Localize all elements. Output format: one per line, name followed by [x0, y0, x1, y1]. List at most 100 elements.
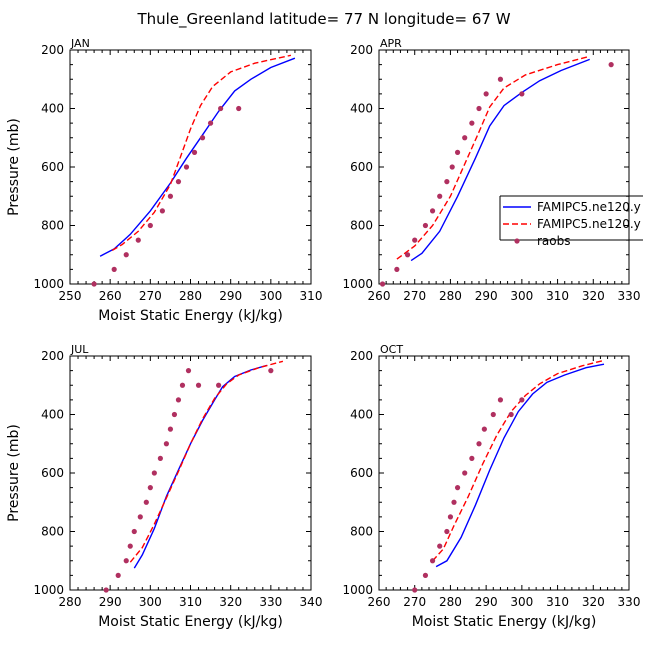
raobs-point: [147, 222, 153, 229]
raobs-point: [519, 397, 525, 403]
series-markers: [91, 105, 242, 287]
legend-label: FAMIPC5.ne120.y: [537, 200, 641, 214]
raobs-point: [151, 470, 157, 476]
series-solid: [435, 363, 605, 568]
raobs-point: [127, 543, 133, 549]
model-dashed-line: [432, 359, 605, 562]
series-dashed: [129, 360, 284, 563]
y-tick-label: 800: [350, 525, 373, 539]
x-tick-label: 330: [618, 289, 641, 303]
x-tick-label: 260: [368, 595, 391, 609]
panel-label: APR: [380, 37, 402, 50]
x-tick-label: 300: [510, 595, 533, 609]
series-markers: [103, 368, 274, 593]
x-tick-label: 260: [368, 289, 391, 303]
series-solid: [410, 58, 590, 262]
raobs-point: [143, 499, 149, 505]
y-tick-label: 400: [41, 102, 64, 116]
plot-frame: [378, 49, 630, 285]
panel-oct: OCT 260 270 280 290 300 310 320 330 200 400 600 800 1…: [342, 343, 640, 630]
y-tick-label: 200: [350, 43, 373, 57]
raobs-point: [469, 120, 475, 126]
x-axis-label: Moist Static Energy (kJ/kg): [98, 614, 283, 630]
raobs-point: [183, 164, 190, 170]
raobs-point: [447, 514, 454, 520]
y-tick-label: 200: [41, 349, 64, 363]
raobs-point: [167, 193, 174, 199]
raobs-point: [268, 368, 274, 374]
x-tick-label: 310: [179, 595, 202, 609]
x-tick-label: 270: [403, 595, 426, 609]
x-tick-label: 310: [300, 289, 323, 303]
raobs-point: [462, 135, 468, 141]
x-tick-label: 250: [59, 289, 82, 303]
x-tick-label: 300: [259, 289, 282, 303]
series-dashed: [396, 55, 590, 260]
x-tick-label: 340: [300, 595, 323, 609]
raobs-point: [412, 587, 418, 593]
raobs-point: [519, 91, 525, 97]
model-solid-line: [99, 57, 296, 257]
raobs-point: [216, 382, 222, 388]
legend: FAMIPC5.ne120.y FAMIPC5.ne120.y raobs: [499, 195, 643, 248]
raobs-point: [185, 368, 192, 374]
raobs-point: [157, 455, 163, 461]
x-tick-label: 290: [219, 289, 242, 303]
x-tick-label: 290: [475, 595, 498, 609]
raobs-point: [437, 193, 443, 199]
x-tick-label: 270: [139, 289, 162, 303]
raobs-point: [437, 543, 443, 549]
raobs-point: [429, 558, 436, 564]
raobs-point: [608, 62, 614, 68]
raobs-point: [497, 397, 504, 403]
panel-jan: JAN 250 260 270 280 290 300 310 200 400 600 800 1000…: [6, 37, 322, 324]
raobs-point: [429, 208, 436, 214]
y-tick-label: 600: [350, 160, 373, 174]
legend-dot-marker: [514, 238, 520, 244]
x-tick-label: 300: [139, 595, 162, 609]
raobs-point: [483, 91, 489, 97]
y-tick-label: 800: [41, 525, 64, 539]
x-tick-label: 280: [179, 289, 202, 303]
y-tick-label: 600: [41, 466, 64, 480]
model-solid-line: [435, 363, 605, 568]
y-axis-label: Pressure (mb): [6, 118, 22, 216]
raobs-point: [422, 572, 429, 578]
raobs-point: [123, 558, 129, 564]
y-tick-label: 1000: [342, 277, 373, 291]
raobs-point: [454, 485, 461, 491]
x-axis-label: Moist Static Energy (kJ/kg): [412, 614, 597, 630]
raobs-point: [191, 149, 198, 155]
raobs-point: [422, 222, 429, 229]
raobs-point: [394, 266, 400, 272]
x-tick-label: 270: [403, 289, 426, 303]
raobs-point: [481, 426, 487, 432]
series-solid: [99, 57, 296, 257]
raobs-point: [179, 382, 186, 388]
raobs-point: [103, 587, 109, 593]
raobs-point: [476, 441, 482, 447]
panel-jul: JUL 280 290 300 310 320 330 340 200 400 600 800 1000…: [6, 343, 322, 630]
x-tick-label: 280: [59, 595, 82, 609]
panel-label: JAN: [70, 37, 90, 50]
raobs-point: [454, 149, 461, 155]
y-tick-label: 800: [41, 219, 64, 233]
raobs-point: [115, 572, 121, 578]
model-dashed-line: [111, 54, 292, 252]
raobs-point: [236, 105, 242, 112]
raobs-point: [404, 252, 411, 258]
x-tick-label: 290: [99, 595, 122, 609]
y-tick-label: 600: [41, 160, 64, 174]
raobs-point: [207, 120, 214, 126]
series-solid: [133, 364, 267, 569]
raobs-point: [444, 528, 450, 535]
x-tick-label: 320: [582, 595, 605, 609]
raobs-point: [476, 105, 482, 112]
raobs-point: [469, 455, 475, 461]
x-tick-label: 320: [582, 289, 605, 303]
series-dashed: [432, 359, 605, 562]
legend-label: FAMIPC5.ne120.y: [537, 217, 641, 231]
y-tick-label: 1000: [33, 583, 64, 597]
x-tick-label: 290: [475, 289, 498, 303]
